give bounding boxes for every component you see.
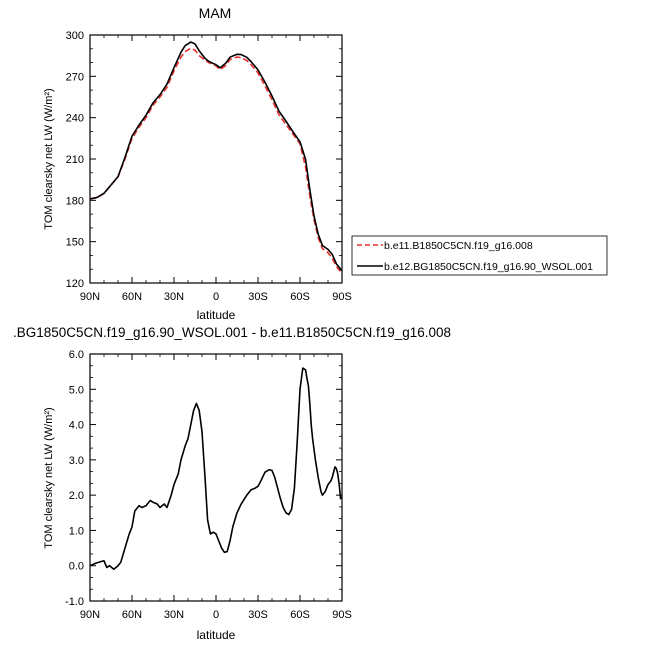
bottom-y-tick-label: 0.0 xyxy=(69,561,84,573)
top-x-ticks: 90N 60N 30N 0 30S 60S 90S xyxy=(80,35,352,303)
bottom-y-tick-label: 5.0 xyxy=(69,384,84,396)
top-y-tick-label: 150 xyxy=(66,237,84,249)
bottom-y-tick-label: 4.0 xyxy=(69,420,84,432)
legend-label-series-2: b.e12.BG1850C5CN.f19_g16.90_WSOL.001 xyxy=(384,261,593,273)
bottom-series-lines xyxy=(89,367,343,571)
top-y-tick-label: 300 xyxy=(66,30,84,42)
bottom-x-ticks: 90N 60N 30N 0 30S 60S 90S xyxy=(80,354,352,621)
top-y-axis-label: TOM clearsky net LW (W/m²) xyxy=(43,88,55,229)
bottom-y-tick-label: 3.0 xyxy=(69,455,84,467)
bottom-x-tick-label: 60N xyxy=(122,609,142,621)
top-x-tick-label: 90S xyxy=(332,291,352,303)
top-panel: MAM 120 150 180 210 240 270 300 90N 60N 30N 0 30S 6… xyxy=(43,5,608,322)
bottom-x-tick-label: 90N xyxy=(80,609,100,621)
bottom-y-tick-label: 1.0 xyxy=(69,525,84,537)
bottom-y-tick-label: -1.0 xyxy=(65,596,84,608)
top-y-tick-label: 210 xyxy=(66,154,84,166)
top-y-ticks: 120 150 180 210 240 270 300 xyxy=(66,30,342,290)
bottom-y-tick-label: 6.0 xyxy=(69,349,84,361)
top-x-tick-label: 90N xyxy=(80,291,100,303)
top-x-tick-label: 0 xyxy=(213,291,219,303)
top-x-axis-label: latitude xyxy=(197,308,236,322)
top-legend: b.e11.B1850C5CN.f19_g16.008 b.e12.BG1850… xyxy=(351,235,608,276)
bottom-plot-frame xyxy=(89,353,343,602)
legend-box xyxy=(351,235,608,276)
top-y-tick-label: 180 xyxy=(66,195,84,207)
bottom-x-tick-label: 0 xyxy=(213,609,219,621)
top-y-tick-label: 240 xyxy=(66,113,84,125)
top-series-line-2 xyxy=(89,41,343,272)
top-x-tick-label: 30S xyxy=(248,291,268,303)
bottom-panel: .BG1850C5CN.f19_g16.90_WSOL.001 - b.e11.… xyxy=(13,325,451,642)
bottom-series-line-1 xyxy=(89,367,343,571)
top-series-line-1 xyxy=(89,47,343,274)
top-x-tick-label: 30N xyxy=(164,291,184,303)
bottom-x-tick-label: 60S xyxy=(290,609,310,621)
top-plot-area xyxy=(89,41,343,274)
top-chart-title: MAM xyxy=(199,5,232,21)
bottom-y-ticks: -1.0 0.0 1.0 2.0 3.0 4.0 5.0 6.0 xyxy=(65,349,342,608)
bottom-y-tick-label: 2.0 xyxy=(69,490,84,502)
top-y-tick-label: 120 xyxy=(66,278,84,290)
top-y-tick-label: 270 xyxy=(66,71,84,83)
top-x-tick-label: 60N xyxy=(122,291,142,303)
top-x-tick-label: 60S xyxy=(290,291,310,303)
bottom-x-tick-label: 30S xyxy=(248,609,268,621)
legend-label-series-1: b.e11.B1850C5CN.f19_g16.008 xyxy=(384,240,533,252)
top-series-lines xyxy=(89,41,343,274)
bottom-chart-title: .BG1850C5CN.f19_g16.90_WSOL.001 - b.e11.… xyxy=(13,325,451,340)
bottom-x-tick-label: 90S xyxy=(332,609,352,621)
bottom-y-axis-label: TOM clearsky net LW (W/m²) xyxy=(43,407,55,548)
bottom-x-axis-label: latitude xyxy=(197,628,236,642)
bottom-x-tick-label: 30N xyxy=(164,609,184,621)
